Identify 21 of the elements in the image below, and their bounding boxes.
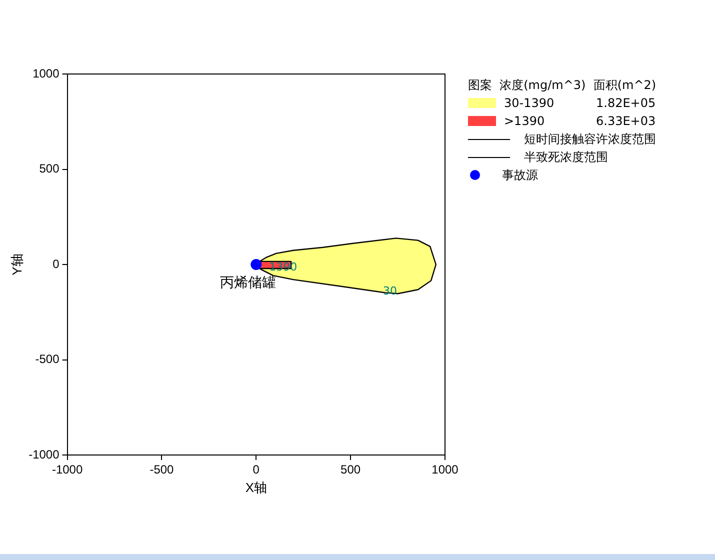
x-tick-label: -500 [150,462,174,477]
y-tick-label: 0 [52,256,60,271]
y-tick-label: 500 [39,162,60,176]
text: 短时间接触容许浓度范围 [524,130,656,148]
y-tick-label: 1000 [32,66,60,80]
text: 半致死浓度范围 [524,148,608,166]
legend-title: 图案 浓度(mg/m^3) 面积(m^2) [468,76,656,94]
legend-label: 事故源 [502,166,538,184]
text: 6.33E+03 [596,114,656,128]
legend-label: 30-1390 [504,96,556,110]
x-tick-label: 1000 [432,462,459,477]
annotation: 丙烯储罐 [220,275,276,292]
y-tick-label: -500 [35,352,60,366]
x-tick-label: 500 [340,462,361,477]
x-tick-label: 0 [252,462,260,477]
x-axis-title: X轴 [245,480,267,495]
y-axis-title: Y轴 [9,254,24,276]
x-tick-label: -1000 [52,462,83,477]
text: 1.82E+05 [596,96,656,110]
y-tick-label: -1000 [28,447,60,462]
legend-label: >1390 [504,114,546,128]
